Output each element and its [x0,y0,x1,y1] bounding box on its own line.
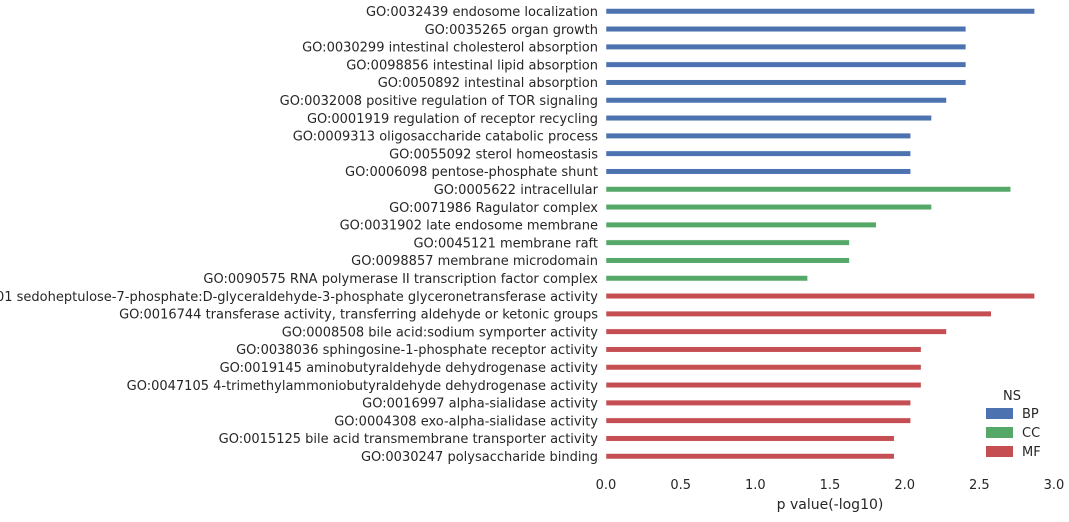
bar-bp [605,26,967,33]
x-tick-labels: 0.0 0.5 1.0 1.5 2.0 2.5 3.0 [596,478,1065,493]
y-tick-label: GO:0032008 positive regulation of TOR si… [280,94,598,109]
bar-bp [605,43,967,50]
x-tick-label: 1.5 [820,478,841,493]
bar-bp [605,132,911,139]
legend-swatch-mf [986,446,1013,457]
bar-mf [605,382,922,389]
x-axis-label: p value(-log10) [777,497,884,513]
bar-bp [605,8,1035,15]
x-tick-label: 0.5 [670,478,691,493]
legend-label-bp: BP [1022,407,1039,422]
y-tick-label: GO:0045121 membrane raft [413,236,598,251]
legend-title: NS [1003,389,1021,404]
bar-bp [605,150,911,157]
y-tick-label: GO:0004308 exo-alpha-sialidase activity [334,414,598,429]
y-tick-label: GO:0055092 sterol homeostasis [389,147,598,162]
x-tick-label: 1.0 [745,478,766,493]
bar-mf [605,417,911,424]
legend-label-mf: MF [1022,445,1041,460]
y-tick-label: GO:0030247 polysaccharide binding [361,450,598,465]
y-tick-label: GO:0015125 bile acid transmembrane trans… [219,432,599,447]
bar-bp [605,79,967,86]
y-tick-label: GO:0016997 alpha-sialidase activity [362,397,598,412]
y-tick-label: GO:0009313 oligosaccharide catabolic pro… [293,130,599,145]
bar-bp [605,168,911,175]
bar-mf [605,346,922,353]
y-tick-label: GO:0035265 organ growth [425,23,598,38]
y-tick-labels: GO:0032439 endosome localization GO:00352… [0,5,599,465]
y-tick-label: GO:0031902 late endosome membrane [340,219,598,234]
legend: NS BP CC MF [986,389,1041,460]
bar-cc [605,257,850,264]
y-tick-label: GO:0016744 transferase activity, transfe… [119,308,598,323]
y-tick-label: GO:0001919 regulation of receptor recycl… [307,112,598,127]
y-tick-label: GO:0030299 intestinal cholesterol absorp… [302,41,598,56]
x-tick-label: 0.0 [596,478,617,493]
y-tick-label: GO:0098856 intestinal lipid absorption [346,58,598,73]
x-tick-label: 2.0 [894,478,915,493]
bar-cc [605,275,808,282]
bar-group [605,8,1035,460]
y-tick-label: GO:0098857 membrane microdomain [351,254,598,269]
y-tick-label: GO:0004801 sedoheptulose-7-phosphate:D-g… [0,290,598,305]
bar-cc [605,204,932,211]
y-tick-label: GO:0019145 aminobutyraldehyde dehydrogen… [220,361,599,376]
bar-mf [605,310,992,317]
legend-label-cc: CC [1022,426,1040,441]
y-tick-label: GO:0006098 pentose-phosphate shunt [345,165,598,180]
legend-swatch-cc [986,427,1013,438]
bar-bp [605,61,967,68]
y-tick-label: GO:0008508 bile acid:sodium symporter ac… [282,325,599,340]
y-tick-label: GO:0071986 Ragulator complex [389,201,598,216]
bar-mf [605,293,1035,300]
y-tick-label: GO:0005622 intracellular [434,183,599,198]
bar-mf [605,328,947,335]
y-tick-label: GO:0047105 4-trimethylammoniobutyraldehy… [127,379,599,394]
bar-mf [605,435,895,442]
y-tick-label: GO:0050892 intestinal absorption [378,76,598,91]
bar-bp [605,115,932,122]
x-tick-label: 3.0 [1044,478,1065,493]
y-tick-label: GO:0038036 sphingosine-1-phosphate recep… [236,343,598,358]
bar-mf [605,364,922,371]
legend-swatch-bp [986,408,1013,419]
y-tick-label: GO:0090575 RNA polymerase II transcripti… [203,272,598,287]
y-tick-label: GO:0032439 endosome localization [366,5,598,20]
bar-cc [605,186,1011,193]
bar-cc [605,239,850,246]
bar-bp [605,97,947,104]
x-tick-label: 2.5 [969,478,990,493]
bar-mf [605,399,911,406]
bar-mf [605,453,895,460]
bar-cc [605,221,877,228]
